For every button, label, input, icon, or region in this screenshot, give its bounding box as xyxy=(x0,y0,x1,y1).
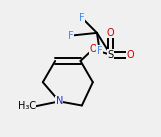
Text: F: F xyxy=(79,13,85,23)
Text: F: F xyxy=(97,46,103,56)
Text: O: O xyxy=(89,44,97,54)
Text: F: F xyxy=(68,31,74,41)
Text: H₃C: H₃C xyxy=(18,101,36,111)
Text: O: O xyxy=(107,28,114,38)
Text: O: O xyxy=(126,50,134,60)
Text: N: N xyxy=(56,96,63,106)
Text: S: S xyxy=(108,50,114,60)
